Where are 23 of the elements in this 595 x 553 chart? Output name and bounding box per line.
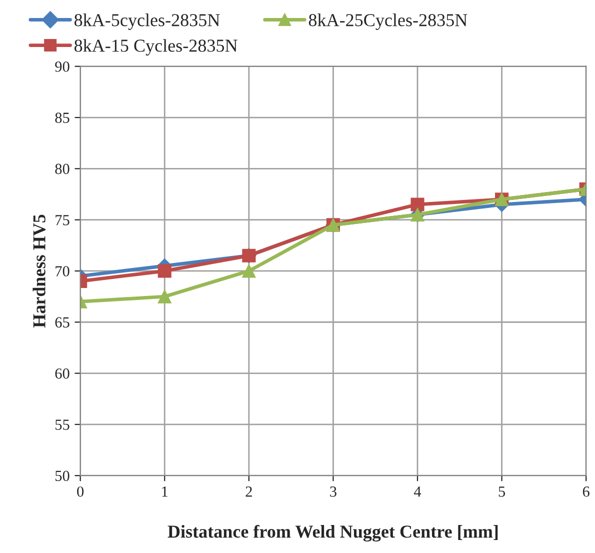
y-tick-label: 90 (55, 62, 70, 72)
y-tick-label: 50 (56, 470, 70, 482)
legend-label: 8kA-5cycles-2835N (74, 14, 220, 30)
y-tick-label: 80 (55, 164, 70, 174)
y-tick-label: 85 (55, 112, 70, 123)
x-tick-label: 3 (330, 486, 336, 497)
legend-label: 8kA-15 Cycles-2835N (74, 39, 238, 56)
x-tick-label: 6 (582, 486, 590, 497)
point (242, 264, 256, 278)
y-axis-title: Hardness HV5 (32, 214, 46, 328)
x-tick-label: 5 (498, 486, 506, 497)
y-tick-label: 55 (56, 420, 70, 430)
x-tick-label: 2 (246, 486, 252, 497)
x-tick-label: 4 (414, 486, 422, 497)
point (410, 198, 424, 212)
x-tick-label: 1 (162, 486, 168, 497)
y-tick-label: 60 (55, 368, 70, 379)
y-tick-label: 75 (56, 215, 70, 226)
legend-label: 8kA-25Cycles-2835N (308, 14, 468, 30)
y-tick-label: 65 (55, 317, 70, 328)
x-tick-label: 0 (77, 486, 84, 497)
y-tick-label: 70 (56, 266, 70, 276)
x-axis-title: Distatance from Weld Nugget Centre [mm] (168, 524, 498, 542)
